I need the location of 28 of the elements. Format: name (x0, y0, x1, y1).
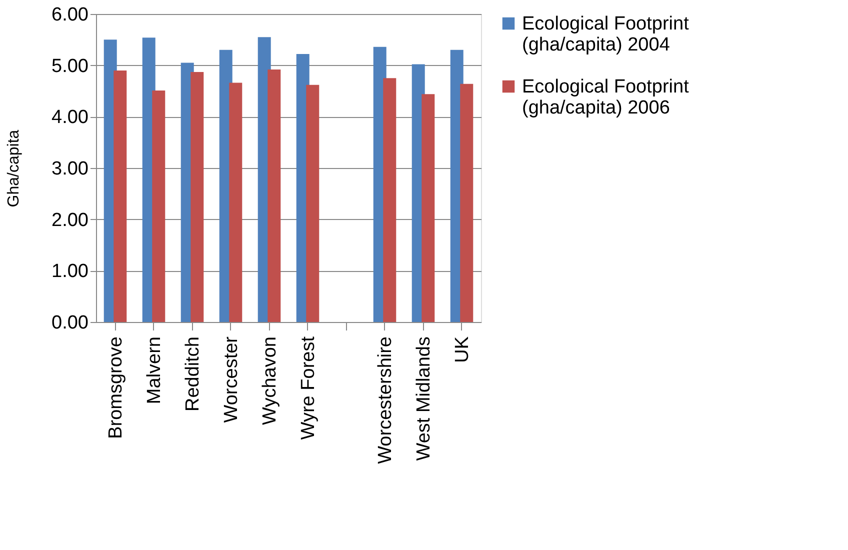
x-tick-label: Worcestershire (374, 336, 396, 464)
x-tick-label: West Midlands (413, 336, 434, 461)
bar (268, 69, 281, 322)
y-tick-label: 6.00 (52, 4, 88, 26)
y-tick-label: 2.00 (52, 210, 88, 231)
bar (460, 84, 474, 322)
x-tick-label: Malvern (144, 336, 165, 404)
y-tick-label: 1.00 (52, 261, 88, 282)
bar (152, 90, 166, 322)
y-tick-label: 5.00 (52, 56, 88, 77)
bar (306, 84, 320, 322)
x-tick-label: Bromsgrove (105, 336, 126, 439)
legend-label: Ecological Footprint (gha/capita) 2004 (522, 14, 690, 56)
bar (422, 94, 435, 322)
y-tick-label: 0.00 (52, 312, 88, 334)
bar (383, 78, 396, 322)
x-tick-label: Redditch (182, 336, 204, 412)
bar (229, 82, 242, 322)
bar (190, 72, 204, 322)
x-tick-label: Worcester (220, 336, 242, 423)
x-tick-label: UK (452, 336, 473, 363)
x-tick-label: Wychavon (259, 336, 280, 426)
y-axis-title: Gha/capita (6, 130, 23, 208)
x-tick-label: Wyre Forest (298, 336, 319, 440)
y-tick-label: 4.00 (52, 107, 88, 128)
y-tick-label: 3.00 (52, 158, 88, 180)
bar (114, 70, 127, 322)
legend-label: Ecological Footprint (gha/capita) 2006 (522, 76, 690, 118)
